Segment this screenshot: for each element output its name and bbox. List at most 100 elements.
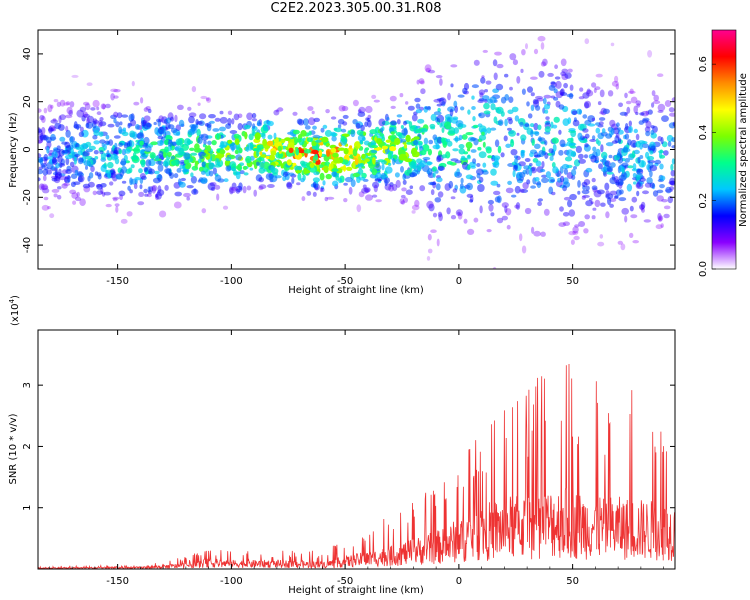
heatmap-cell [645,130,651,137]
heatmap-cell [644,126,651,133]
heatmap-cell [341,105,349,112]
heatmap-cell [671,137,675,143]
heatmap-cell [105,103,111,109]
heatmap-cell [153,121,157,126]
heatmap-cell [203,178,208,183]
heatmap-cell [447,92,451,101]
heatmap-cell [450,215,457,220]
heatmap-cell [509,53,517,61]
heatmap-cell [610,127,615,135]
heatmap-cell [358,191,365,198]
heatmap-cell [308,130,312,136]
heatmap-cell [93,140,100,145]
heatmap-cell [322,124,328,129]
heatmap-cell [387,151,392,160]
heatmap-cell [511,106,519,113]
spectrogram-panel: -150 -100 -50 0 50 -40 -20 0 20 40 Height of stra… [8,29,676,296]
heatmap-cell [518,161,526,167]
heatmap-cell [582,194,590,198]
heatmap-cell [551,191,556,196]
heatmap-cell [671,97,675,103]
heatmap-cell [647,50,653,58]
snr-y-multiplier-base: (x10 [10,303,21,326]
heatmap-cell [200,95,208,100]
heatmap-cell [311,110,315,115]
heatmap-cell [113,111,119,118]
heatmap-cell [630,139,637,148]
heatmap-cell [139,184,143,190]
heatmap-cell [272,172,278,176]
heatmap-cell [599,89,605,98]
heatmap-cell [164,146,169,152]
heatmap-cell [119,121,123,126]
heatmap-cell [584,214,590,220]
heatmap-cell [440,137,446,143]
heatmap-cell [258,167,266,174]
heatmap-cell [577,180,581,188]
heatmap-cell [651,102,655,108]
heatmap-cell [427,106,431,111]
heatmap-cell [611,80,619,87]
heatmap-cell [249,167,254,171]
heatmap-cell [167,151,172,158]
heatmap-cell [138,168,143,174]
heatmap-cell [609,119,616,127]
heatmap-cell [110,93,115,101]
heatmap-cell [394,137,401,145]
heatmap-cell [628,90,636,94]
heatmap-cell [93,130,100,137]
heatmap-cell [270,165,276,173]
heatmap-cell [349,145,353,149]
heatmap-cell [624,158,630,163]
heatmap-cell [164,158,171,167]
heatmap-cell [186,196,190,201]
heatmap-cell [154,170,160,175]
heatmap-cell [657,212,662,221]
spectrogram-y-axis-title: Frequency (Hz) [8,112,19,188]
heatmap-cell [614,75,619,83]
heatmap-cell [493,72,498,81]
heatmap-cell [641,207,645,213]
heatmap-cell [617,127,621,131]
heatmap-cell [165,117,172,124]
heatmap-cell [252,148,259,152]
heatmap-cell [381,164,385,171]
heatmap-cell [69,189,77,195]
heatmap-cell [632,172,637,178]
heatmap-cell [416,164,422,171]
heatmap-cell [467,228,475,235]
heatmap-cell [594,199,601,208]
heatmap-cell [478,151,487,159]
heatmap-cell [668,107,675,113]
heatmap-cell [553,97,559,101]
heatmap-cell [481,75,485,79]
heatmap-cell [93,150,99,155]
heatmap-cell [465,132,474,136]
heatmap-cell [598,163,603,170]
heatmap-cell [568,209,576,217]
heatmap-cell [401,187,407,192]
heatmap-cell [527,113,533,119]
heatmap-cell [459,183,464,189]
heatmap-cell [657,103,666,112]
heatmap-cell [289,142,294,148]
heatmap-cell [77,176,83,183]
heatmap-cell [631,168,638,172]
heatmap-cell [530,185,536,189]
heatmap-cell [341,128,347,133]
heatmap-cell [559,89,564,96]
heatmap-cell [547,72,554,77]
heatmap-cell [77,175,85,183]
heatmap-cell [587,115,595,123]
heatmap-cell [380,172,387,180]
heatmap-cell [311,145,318,150]
heatmap-cell [189,124,198,129]
snr-y-multiplier: (x104) [8,295,21,326]
heatmap-cell [399,198,405,205]
heatmap-cell [465,174,474,180]
heatmap-cell [143,107,149,112]
heatmap-cell [83,160,91,167]
heatmap-cell [550,121,554,129]
snr-x-tick-label: -100 [220,576,243,587]
heatmap-cell [314,153,319,161]
